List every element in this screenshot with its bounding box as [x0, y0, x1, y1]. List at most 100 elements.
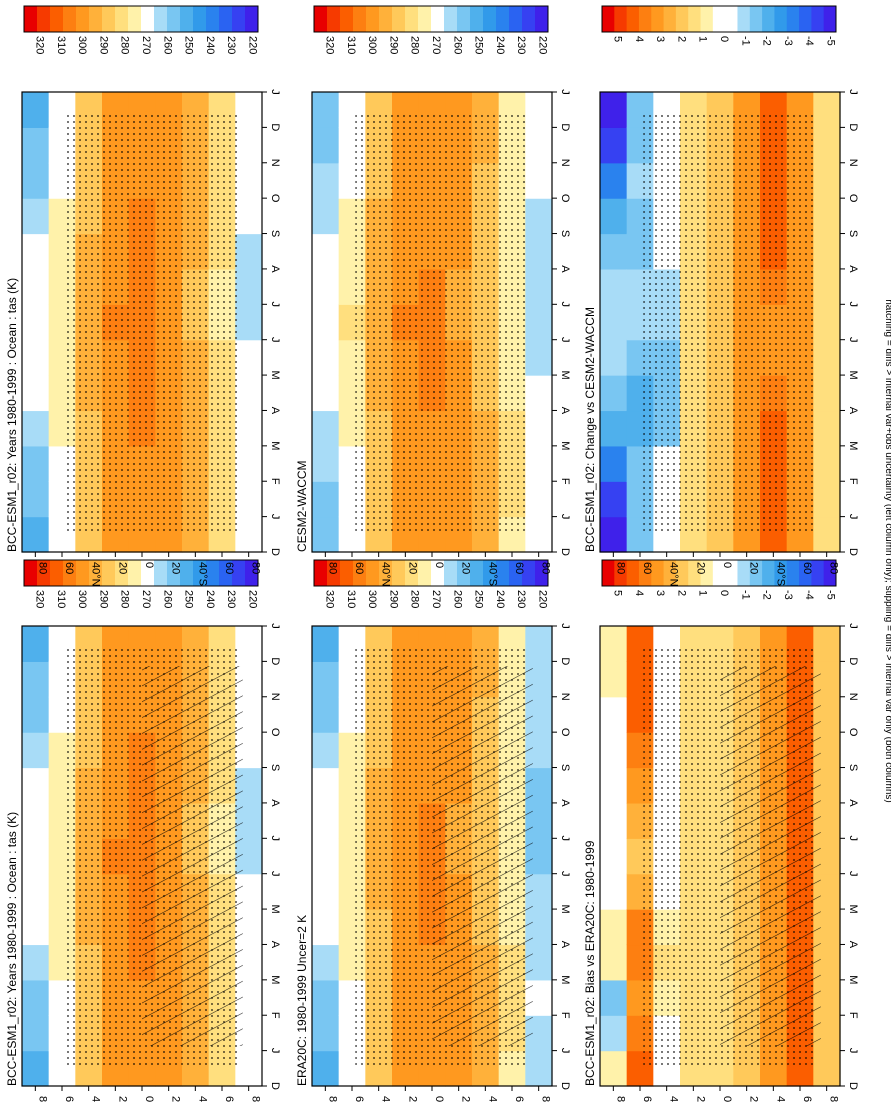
colorbar-tick-label: -3: [782, 590, 794, 600]
lat-tick-label: 0: [143, 1096, 155, 1102]
heatmap-cell: [22, 198, 50, 235]
colorbar-swatch: [483, 6, 497, 32]
month-tick-label: J: [269, 514, 281, 520]
lat-tick-label: 80: [540, 562, 552, 574]
month-tick-label: M: [847, 441, 859, 450]
heatmap-cell: [22, 767, 50, 804]
heatmap-cell: [312, 304, 340, 341]
heatmap-cell: [22, 873, 50, 910]
month-tick-label: J: [559, 871, 571, 877]
heatmap-cell: [813, 410, 841, 447]
heatmap-cell: [235, 516, 263, 553]
colorbar-swatch: [366, 560, 380, 586]
lat-tick-label: 40°S: [196, 1096, 208, 1102]
month-tick-label: J: [847, 836, 859, 842]
lat-tick-label: 60: [641, 1096, 653, 1102]
month-tick-label: M: [269, 975, 281, 984]
hatching-overlay: [432, 666, 533, 1046]
colorbar-swatch: [180, 560, 194, 586]
colorbar-tick-label: 250: [473, 590, 485, 608]
heatmap-cell: [235, 626, 263, 662]
heatmap-cell: [600, 375, 628, 412]
heatmap-cell: [22, 516, 50, 553]
colorbar-swatch: [206, 6, 220, 32]
colorbar-swatch: [457, 6, 471, 32]
heatmap-cell: [312, 481, 340, 518]
colorbar-tick-label: 280: [409, 36, 421, 54]
heatmap-cell: [235, 268, 263, 305]
heatmap-cell: [312, 375, 340, 412]
colorbar-tick-label: -3: [782, 36, 794, 46]
panel-title: ERA20C: 1980-1999 Uncer=2 K: [295, 915, 309, 1086]
heatmap-cell: [235, 339, 263, 376]
heatmap-cell: [600, 127, 628, 164]
heatmap-cell: [22, 1050, 50, 1087]
panel-top-left: D J F M A M J J A S O N D J 80 60 40°N 20 0 20 40°S 60 80 BCC-E…: [5, 559, 281, 1102]
colorbar-swatch: [193, 6, 207, 32]
heatmap-cell: [312, 732, 340, 769]
heatmap-cell: [22, 944, 50, 981]
heatmap-cell: [600, 198, 628, 235]
month-tick-label: J: [269, 337, 281, 343]
heatmap-cell: [312, 162, 340, 199]
colorbar-swatch: [431, 6, 445, 32]
lat-tick-label: 40°N: [380, 562, 392, 587]
colorbar-swatch: [206, 560, 220, 586]
colorbar-tick-label: 270: [430, 590, 442, 608]
colorbar-swatch: [63, 560, 77, 586]
colorbar-tick-label: 260: [161, 590, 173, 608]
colorbar-swatch: [712, 560, 726, 586]
month-tick-label: J: [559, 514, 571, 520]
month-tick-label: J: [847, 514, 859, 520]
month-tick-label: N: [847, 693, 859, 701]
month-tick-label: O: [559, 194, 571, 203]
heatmap-cell: [600, 445, 628, 482]
month-tick-label: A: [847, 799, 859, 807]
colorbar-tick-label: 270: [140, 590, 152, 608]
colorbar-swatch: [663, 560, 677, 586]
heatmap-cell: [235, 1050, 263, 1087]
lat-tick-label: 40°S: [196, 562, 208, 586]
colorbar-swatch: [614, 6, 628, 32]
colorbar-swatch: [774, 560, 788, 586]
colorbar-tick-label: -5: [824, 36, 836, 46]
colorbar-tick-label: 220: [246, 36, 258, 54]
colorbar-tick-label: 310: [345, 590, 357, 608]
lat-tick-label: 40°N: [90, 1096, 102, 1102]
lat-tick-label: 60: [63, 1096, 75, 1102]
lat-tick-label: 0: [721, 1096, 733, 1102]
colorbar-tick-label: -1: [739, 36, 751, 46]
heatmap-cell: [235, 233, 263, 270]
colorbar-tick-label: 3: [654, 36, 666, 42]
colorbar-swatch: [167, 560, 181, 586]
month-tick-label: J: [559, 1048, 571, 1054]
colorbar-swatch: [737, 6, 751, 32]
heatmap-cell: [312, 838, 340, 875]
colorbar-swatch: [823, 6, 837, 32]
colorbar-tick-label: 300: [76, 590, 88, 608]
heatmap-cell: [312, 767, 340, 804]
colorbar-swatch: [535, 560, 549, 586]
lat-tick-label: 20: [460, 1096, 472, 1102]
month-tick-label: F: [847, 1012, 859, 1019]
heatmap-cell: [312, 92, 340, 128]
month-tick-label: M: [559, 441, 571, 450]
heatmap-cell: [22, 445, 50, 482]
heatmap-cell: [235, 198, 263, 235]
colorbar-tick-label: 310: [55, 36, 67, 54]
heatmap-cell: [22, 732, 50, 769]
colorbar-swatch: [431, 560, 445, 586]
month-tick-label: J: [847, 871, 859, 877]
month-tick-label: A: [269, 265, 281, 273]
colorbar-swatch: [675, 560, 689, 586]
lat-tick-label: 40°N: [380, 1096, 392, 1102]
lat-tick-label: 60: [801, 1096, 813, 1102]
colorbar-swatch: [245, 6, 259, 32]
colorbar-tick-label: 5: [612, 36, 624, 42]
colorbar-tick-label: -4: [803, 36, 815, 46]
month-tick-label: O: [559, 728, 571, 737]
month-tick-label: J: [269, 871, 281, 877]
colorbar-swatch: [128, 6, 142, 32]
month-tick-label: A: [559, 941, 571, 949]
